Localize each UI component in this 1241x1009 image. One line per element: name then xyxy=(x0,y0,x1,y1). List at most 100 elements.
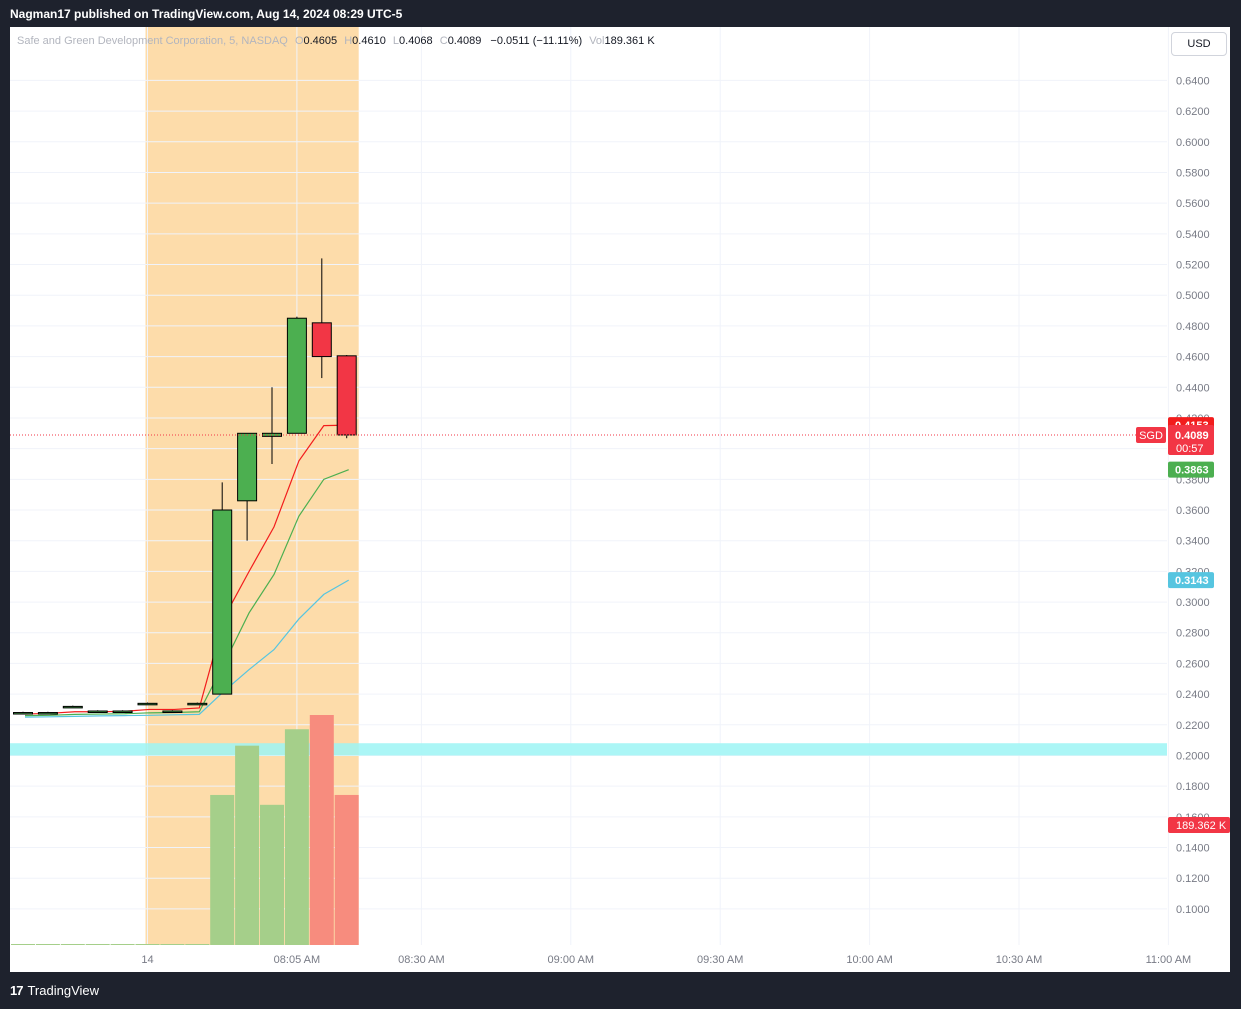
candle-up xyxy=(137,702,158,706)
price-axis: 0.6400 0.6200 0.6000 0.5800 0.5600 0.5400 0.52… xyxy=(1176,75,1210,916)
y-tick-label: 0.3600 xyxy=(1176,505,1210,517)
y-tick-label: 0.3400 xyxy=(1176,536,1210,548)
y-tick-label: 0.5400 xyxy=(1176,229,1210,241)
y-tick-label: 0.2600 xyxy=(1176,658,1210,670)
candle-up xyxy=(87,710,108,713)
tradingview-logo[interactable]: 17 TradingView xyxy=(10,983,99,998)
y-tick-label: 0.1200 xyxy=(1176,873,1210,885)
volume-bar xyxy=(135,944,160,945)
y-tick-label: 0.1400 xyxy=(1176,843,1210,855)
volume-bar xyxy=(85,944,110,945)
ema-lines xyxy=(24,424,349,718)
time-axis: 14 08:05 AM 08:30 AM 09:00 AM 09:30 AM 10:00 … xyxy=(141,954,1191,966)
legend-volume-label: Vol xyxy=(589,35,605,47)
volume-bar xyxy=(60,944,85,945)
symbol-tag-label: SGD xyxy=(1139,430,1163,442)
x-tick-label: 08:30 AM xyxy=(398,954,444,966)
x-tick-label: 10:30 AM xyxy=(996,954,1042,966)
candle-up xyxy=(212,509,233,695)
candle-up xyxy=(286,317,307,434)
x-tick-label: 08:05 AM xyxy=(274,954,320,966)
ema-price-label: 0.3143 xyxy=(1175,575,1209,587)
candle-down xyxy=(336,355,357,436)
x-tick-label: 11:00 AM xyxy=(1146,954,1192,966)
y-tick-label: 0.5600 xyxy=(1176,198,1210,210)
y-tick-label: 0.4400 xyxy=(1176,382,1210,394)
y-tick-label: 0.2200 xyxy=(1176,720,1210,732)
volume-bar xyxy=(309,715,334,945)
grid xyxy=(10,27,1169,945)
ema-slow-line xyxy=(24,579,349,718)
legend-low-label: L xyxy=(392,35,400,47)
tradingview-logo-icon: 17 xyxy=(10,983,24,998)
volume-bar xyxy=(185,944,210,945)
volume-bar xyxy=(11,944,35,945)
ema-price-label: 0.3863 xyxy=(1175,465,1209,477)
x-tick-label: 09:00 AM xyxy=(548,954,594,966)
ema-mid-line xyxy=(24,469,349,717)
legend-close-label: C xyxy=(439,35,448,47)
y-tick-label: 0.3000 xyxy=(1176,597,1210,609)
x-tick-label: 14 xyxy=(141,954,153,966)
current-price-tag xyxy=(1168,424,1214,455)
y-tick-label: 0.6000 xyxy=(1176,137,1210,149)
candle-up xyxy=(162,710,183,713)
y-tick-label: 0.6400 xyxy=(1176,75,1210,87)
volume-tag xyxy=(1168,817,1230,833)
y-tick-label: 0.2400 xyxy=(1176,689,1210,701)
volume-tag-label: 189.362 K xyxy=(1176,820,1227,832)
candle-up xyxy=(237,432,258,502)
support-zone-band xyxy=(10,743,1167,756)
legend-change: −0.0511 (−11.11%) xyxy=(490,35,583,47)
y-tick-label: 0.4800 xyxy=(1176,321,1210,333)
volume-bar xyxy=(260,804,284,945)
candle-up xyxy=(13,712,33,715)
legend-open-value: 0.4605 xyxy=(303,35,338,47)
candle-up xyxy=(37,712,58,715)
legend-low-value: 0.4068 xyxy=(399,35,433,47)
candle-up xyxy=(62,705,83,709)
candle-down xyxy=(311,322,332,358)
countdown-label: 00:57 xyxy=(1176,443,1204,455)
legend-symbol: Safe and Green Development Corporation, … xyxy=(17,35,288,47)
currency-button[interactable]: USD xyxy=(1171,32,1227,56)
legend-high-value: 0.4610 xyxy=(352,35,386,47)
legend-open-label: O xyxy=(294,35,304,47)
volume-bar xyxy=(160,944,185,945)
volume-bar xyxy=(284,729,309,945)
y-tick-label: 0.6200 xyxy=(1176,106,1210,118)
symbol-legend: Safe and Green Development Corporation, … xyxy=(17,35,655,47)
candle-up xyxy=(187,702,208,706)
y-tick-label: 0.5800 xyxy=(1176,167,1210,179)
y-tick-label: 0.1000 xyxy=(1176,904,1210,916)
legend-close-value: 0.4089 xyxy=(447,35,482,47)
legend-high-label: H xyxy=(344,35,353,47)
current-price-label: 0.4089 xyxy=(1175,430,1209,442)
volume-bar xyxy=(35,944,60,945)
x-tick-label: 09:30 AM xyxy=(697,954,743,966)
ema-price-tag xyxy=(1168,461,1214,478)
y-tick-label: 0.2000 xyxy=(1176,750,1210,762)
ema-price-tag xyxy=(1168,572,1214,589)
candles xyxy=(13,258,357,715)
volume-bar xyxy=(210,794,235,945)
symbol-tag xyxy=(1136,426,1166,443)
support-zone xyxy=(10,743,1167,756)
ema-fast-line xyxy=(24,424,349,715)
volume-bar xyxy=(235,745,260,945)
tradingview-logo-text: TradingView xyxy=(27,983,100,998)
volume-bar xyxy=(110,944,135,945)
candle-up xyxy=(112,710,133,713)
y-tick-label: 0.5200 xyxy=(1176,260,1210,272)
y-tick-label: 0.1800 xyxy=(1176,781,1210,793)
volume-bar xyxy=(334,794,359,945)
volume-bars xyxy=(11,715,359,945)
legend-volume-value: 189.361 K xyxy=(604,35,655,47)
published-header: Nagman17 published on TradingView.com, A… xyxy=(10,7,403,21)
y-tick-label: 0.4600 xyxy=(1176,352,1210,364)
x-tick-label: 10:00 AM xyxy=(846,954,892,966)
price-labels: 0.41530.408900:57SGD0.38630.3143189.362 … xyxy=(1136,417,1230,833)
y-tick-label: 0.2800 xyxy=(1176,628,1210,640)
y-tick-label: 0.5000 xyxy=(1176,290,1210,302)
